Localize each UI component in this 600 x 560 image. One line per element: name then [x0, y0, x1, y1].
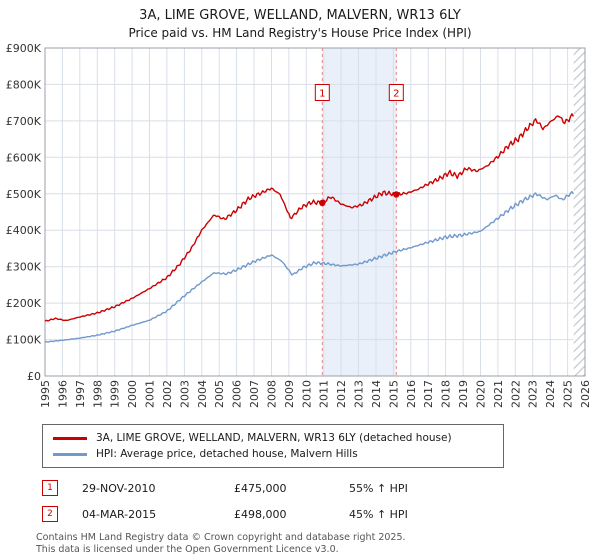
x-axis-tick-label: 2026: [579, 380, 592, 408]
chart-container: 1 2 £0 £100K £200K £300K £400K £500K £600K £700K £…: [0, 42, 600, 412]
sale-flag-number-1: 1: [319, 89, 325, 100]
sale-row-2: 2 04-MAR-2015 £498,000 45% ↑ HPI: [42, 506, 600, 522]
x-axis-tick-label: 2013: [353, 380, 366, 408]
legend-swatch-1: [53, 452, 87, 456]
x-axis-tick-label: 1996: [56, 380, 69, 408]
x-axis-tick-label: 1997: [74, 380, 87, 408]
sales-table: 1 29-NOV-2010 £475,000 55% ↑ HPI 2 04-MA…: [42, 480, 600, 522]
x-axis-tick-label: 2024: [544, 380, 557, 408]
x-axis-tick-label: 2014: [370, 380, 383, 408]
series-line-0: [44, 113, 575, 322]
y-axis-tick-label: £200K: [6, 297, 42, 310]
y-axis-tick-label: £300K: [6, 261, 42, 274]
x-axis-tick-label: 2005: [213, 380, 226, 408]
sale-date-1: 29-NOV-2010: [82, 481, 156, 495]
sale-number-badge-2: 2: [42, 506, 58, 522]
x-axis-tick-label: 1998: [91, 380, 104, 408]
x-axis-tick-label: 2018: [440, 380, 453, 408]
plot-border: [44, 47, 586, 377]
y-axis-tick-label: £100K: [6, 334, 42, 347]
sale-flag-number-2: 2: [393, 89, 399, 100]
legend-label-property: 3A, LIME GROVE, WELLAND, MALVERN, WR13 6…: [96, 432, 452, 444]
y-axis-tick-label: £700K: [6, 115, 42, 128]
x-axis-tick-label: 2012: [335, 380, 348, 408]
legend-row-property: 3A, LIME GROVE, WELLAND, MALVERN, WR13 6…: [53, 430, 493, 446]
x-axis-tick-label: 2000: [126, 380, 139, 408]
y-axis-tick-label: £0: [27, 370, 41, 383]
between-sales-band: [322, 48, 397, 376]
x-axis-tick-label: 2002: [161, 380, 174, 408]
x-axis-tick-label: 1999: [109, 380, 122, 408]
sale-flag-1: [314, 84, 330, 101]
copyright-footer: Contains HM Land Registry data © Crown c…: [36, 532, 600, 557]
sale-date-2: 04-MAR-2015: [82, 507, 157, 521]
x-axis-tick-label: 2019: [457, 380, 470, 408]
x-axis-tick-label: 2017: [422, 380, 435, 408]
y-axis-tick-label: £400K: [6, 224, 42, 237]
series-line-1: [44, 190, 574, 343]
x-axis-tick-label: 2011: [318, 380, 331, 408]
y-axis-tick-label: £900K: [6, 42, 42, 55]
sale-hpi-delta-1: 55% ↑ HPI: [349, 481, 408, 495]
sale-point-1: [319, 199, 326, 207]
legend-row-hpi: HPI: Average price, detached house, Malv…: [53, 446, 493, 462]
sale-hpi-delta-2: 45% ↑ HPI: [349, 507, 408, 521]
chart-subtitle: Price paid vs. HM Land Registry's House …: [128, 26, 472, 40]
x-axis-tick-label: 1995: [39, 380, 52, 408]
chart-title: 3A, LIME GROVE, WELLAND, MALVERN, WR13 6…: [139, 8, 461, 23]
x-axis-tick-label: 2023: [527, 380, 540, 408]
y-axis-tick-label: £600K: [6, 151, 42, 164]
x-axis-tick-label: 2015: [387, 380, 400, 408]
x-axis-tick-label: 2003: [178, 380, 191, 408]
x-axis-tick-label: 2025: [562, 380, 575, 408]
price-chart-svg: 1 2 £0 £100K £200K £300K £400K £500K £600K £700K £…: [6, 42, 592, 408]
x-axis-tick-label: 2001: [144, 380, 157, 408]
sale-row-1: 1 29-NOV-2010 £475,000 55% ↑ HPI: [42, 480, 600, 496]
x-axis-tick-label: 2007: [248, 380, 261, 408]
copyright-line-2: This data is licensed under the Open Gov…: [36, 544, 339, 556]
sale-point-2: [393, 191, 400, 198]
x-axis-tick-label: 2016: [405, 380, 418, 408]
legend-label-hpi: HPI: Average price, detached house, Malv…: [96, 448, 358, 460]
sale-number-badge-1: 1: [42, 480, 58, 496]
sale-price-2: £498,000: [234, 507, 287, 521]
future-hatch-region: [573, 48, 585, 376]
x-axis-tick-label: 2009: [283, 380, 296, 408]
x-axis-tick-label: 2010: [300, 380, 313, 408]
x-axis-tick-label: 2004: [196, 380, 209, 408]
x-axis-tick-label: 2021: [492, 380, 505, 408]
sale-price-1: £475,000: [234, 481, 287, 495]
sale-flag-2: [388, 84, 404, 101]
x-axis-tick-label: 2020: [475, 380, 488, 408]
legend: 3A, LIME GROVE, WELLAND, MALVERN, WR13 6…: [42, 424, 504, 468]
x-axis-tick-label: 2006: [231, 380, 244, 408]
x-axis-tick-label: 2022: [509, 380, 522, 408]
copyright-line-1: Contains HM Land Registry data © Crown c…: [36, 532, 406, 543]
x-axis-tick-label: 2008: [266, 380, 279, 408]
y-axis-tick-label: £500K: [6, 188, 42, 201]
y-axis-tick-label: £800K: [6, 78, 42, 91]
legend-swatch-0: [53, 436, 87, 440]
